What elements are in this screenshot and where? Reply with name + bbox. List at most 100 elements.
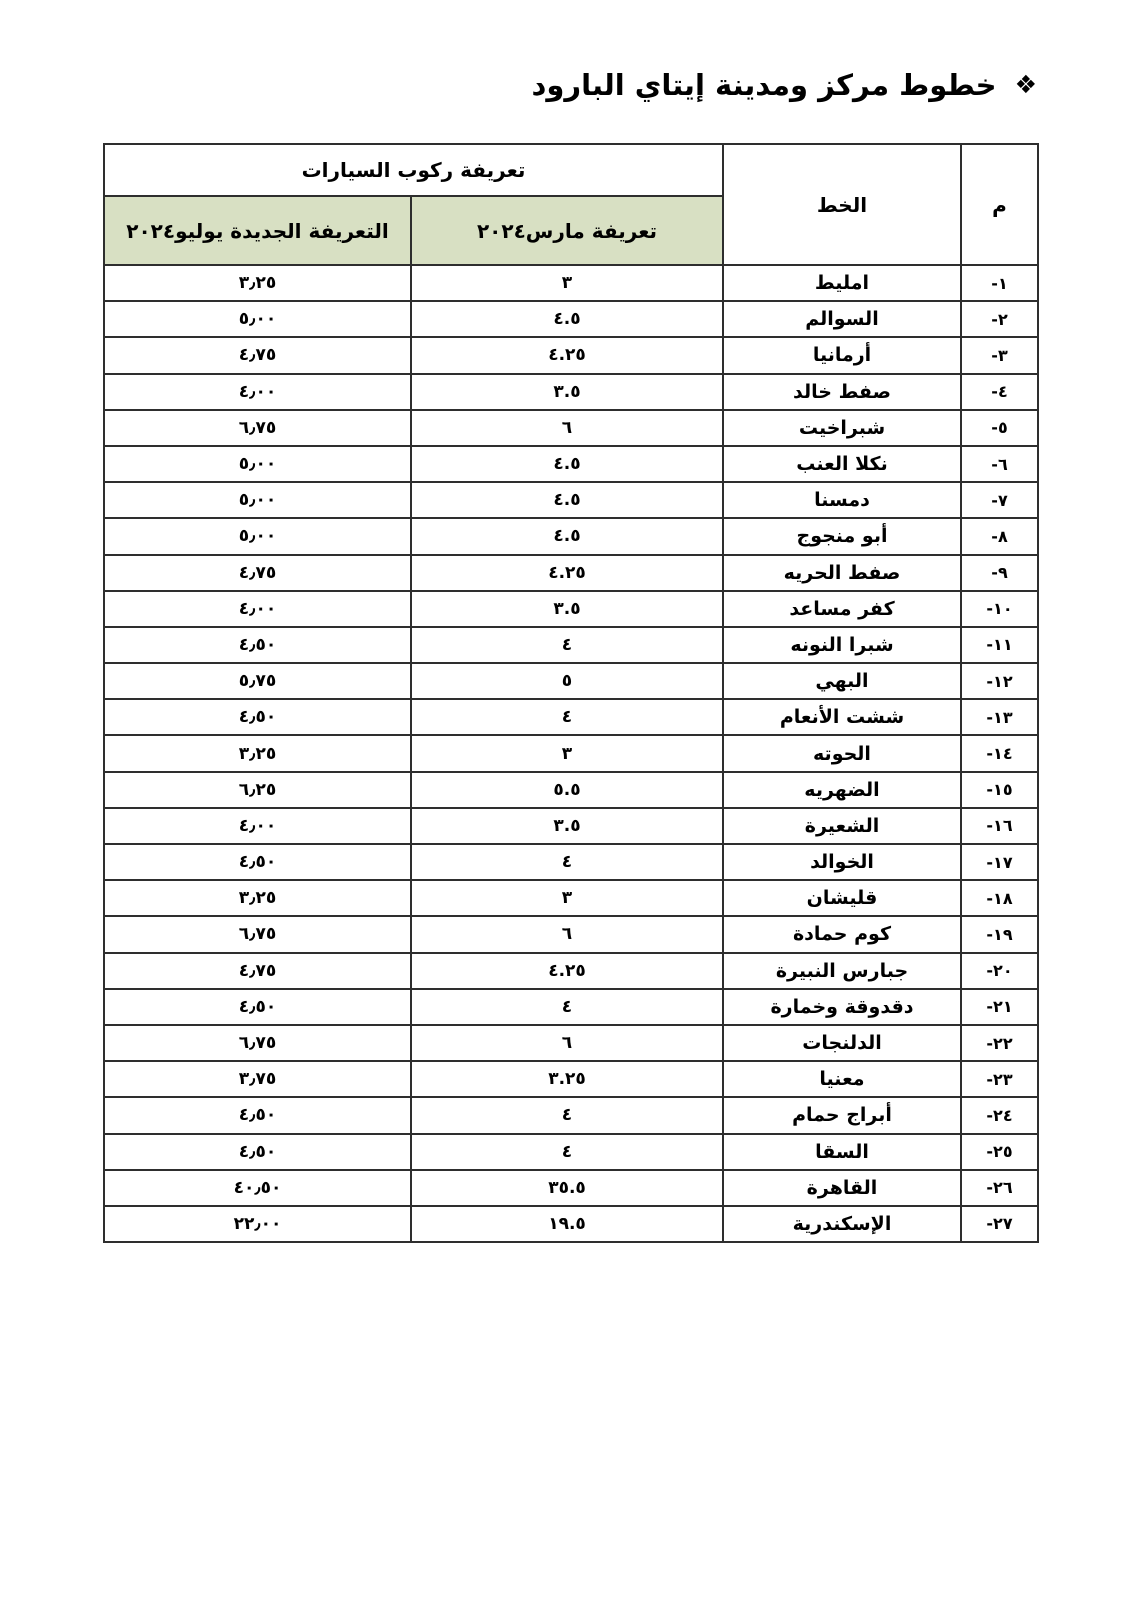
new-fare-cell: ٣٫٢٥ xyxy=(103,263,412,303)
table-row: -١٦ الشعيرة ٣.٥ ٤٫٠٠ xyxy=(103,806,1039,846)
table-row: -١٩ كوم حمادة ٦ ٦٫٧٥ xyxy=(103,915,1039,954)
header-new-fare-column: التعريفة الجديدة يوليو٢٠٢٤ xyxy=(103,195,412,266)
new-fare-cell: ٤٫٠٠ xyxy=(103,372,412,411)
line-name-cell: صفط الحريه xyxy=(722,553,962,592)
march-fare-cell: ٤.٢٥ xyxy=(410,336,724,375)
line-name-cell: جبارس النبيرة xyxy=(722,951,962,990)
new-fare-cell: ٤٫٠٠ xyxy=(103,806,412,846)
row-number-cell: -٢١ xyxy=(960,987,1039,1026)
march-fare-cell: ٦ xyxy=(410,915,724,954)
line-name-cell: دمسنا xyxy=(722,481,962,520)
new-fare-cell: ٤٫٥٠ xyxy=(103,987,412,1026)
diamond-bullet-icon: ❖ xyxy=(1014,70,1037,99)
line-name-cell: السقا xyxy=(722,1132,962,1171)
row-number-cell: -١ xyxy=(960,263,1039,303)
march-fare-cell: ٤ xyxy=(410,1096,724,1135)
row-number-cell: -٧ xyxy=(960,481,1039,520)
row-number-cell: -٩ xyxy=(960,553,1039,592)
table-row: -٢ السوالم ٤.٥ ٥٫٠٠ xyxy=(103,300,1039,339)
line-name-cell: دقدوقة وخمارة xyxy=(722,987,962,1026)
new-fare-cell: ٥٫٠٠ xyxy=(103,444,412,484)
row-number-cell: -٢٧ xyxy=(960,1204,1039,1244)
new-fare-cell: ٤٫٠٠ xyxy=(103,589,412,628)
row-number-cell: -١٣ xyxy=(960,698,1039,737)
line-name-cell: نكلا العنب xyxy=(722,444,962,484)
new-fare-cell: ٥٫٠٠ xyxy=(103,517,412,556)
new-fare-cell: ٣٫٧٥ xyxy=(103,1060,412,1099)
row-number-cell: -١٦ xyxy=(960,806,1039,846)
march-fare-cell: ٤.٢٥ xyxy=(410,553,724,592)
march-fare-cell: ١٩.٥ xyxy=(410,1204,724,1244)
line-name-cell: الضهريه xyxy=(722,770,962,809)
line-name-cell: كفر مساعد xyxy=(722,589,962,628)
new-fare-cell: ٦٫٧٥ xyxy=(103,915,412,954)
march-fare-cell: ٤.٥ xyxy=(410,300,724,339)
table-row: -٣ أرمانيا ٤.٢٥ ٤٫٧٥ xyxy=(103,336,1039,375)
line-name-cell: شبراخيت xyxy=(722,408,962,447)
new-fare-cell: ٥٫٠٠ xyxy=(103,481,412,520)
row-number-cell: -١٢ xyxy=(960,662,1039,701)
new-fare-cell: ٢٢٫٠٠ xyxy=(103,1204,412,1244)
new-fare-cell: ٤٫٥٠ xyxy=(103,625,412,665)
new-fare-cell: ٤٠٫٥٠ xyxy=(103,1168,412,1207)
line-name-cell: الدلنجات xyxy=(722,1023,962,1063)
march-fare-cell: ٣.٥ xyxy=(410,589,724,628)
row-number-cell: -٥ xyxy=(960,408,1039,447)
march-fare-cell: ٦ xyxy=(410,408,724,447)
page-title-text: خطوط مركز ومدينة إيتاي البارود xyxy=(531,68,997,102)
line-name-cell: قليشان xyxy=(722,879,962,918)
march-fare-cell: ٣ xyxy=(410,734,724,773)
table-row: -٢١ دقدوقة وخمارة ٤ ٤٫٥٠ xyxy=(103,987,1039,1026)
page-title: ❖ خطوط مركز ومدينة إيتاي البارود xyxy=(532,68,1038,102)
new-fare-cell: ٣٫٢٥ xyxy=(103,734,412,773)
row-number-cell: -١٥ xyxy=(960,770,1039,809)
line-name-cell: امليط xyxy=(722,263,962,303)
row-number-cell: -١٤ xyxy=(960,734,1039,773)
march-fare-cell: ٦ xyxy=(410,1023,724,1063)
table-row: -١٧ الخوالد ٤ ٤٫٥٠ xyxy=(103,842,1039,882)
march-fare-cell: ٤.٥ xyxy=(410,444,724,484)
row-number-cell: -٢٤ xyxy=(960,1096,1039,1135)
new-fare-cell: ٦٫٧٥ xyxy=(103,1023,412,1063)
line-name-cell: أرمانيا xyxy=(722,336,962,375)
row-number-cell: -٢٦ xyxy=(960,1168,1039,1207)
row-number-cell: -٤ xyxy=(960,372,1039,411)
march-fare-cell: ٤ xyxy=(410,842,724,882)
new-fare-cell: ٦٫٢٥ xyxy=(103,770,412,809)
header-line-column: الخط xyxy=(722,143,962,266)
table-row: -٢٥ السقا ٤ ٤٫٥٠ xyxy=(103,1132,1039,1171)
row-number-cell: -٢ xyxy=(960,300,1039,339)
table-row: -١٣ ششت الأنعام ٤ ٤٫٥٠ xyxy=(103,698,1039,737)
table-row: -٢٣ معنيا ٣.٢٥ ٣٫٧٥ xyxy=(103,1060,1039,1099)
table-row: -٧ دمسنا ٤.٥ ٥٫٠٠ xyxy=(103,481,1039,520)
row-number-cell: -١٨ xyxy=(960,879,1039,918)
table-header-row-sub: تعريفة مارس٢٠٢٤ التعريفة الجديدة يوليو٢٠… xyxy=(103,195,1038,266)
line-name-cell: معنيا xyxy=(722,1060,962,1099)
march-fare-cell: ٥.٥ xyxy=(410,770,724,809)
table-row: -٢٦ القاهرة ٣٥.٥ ٤٠٫٥٠ xyxy=(103,1168,1039,1207)
table-row: -٢٠ جبارس النبيرة ٤.٢٥ ٤٫٧٥ xyxy=(103,951,1039,990)
line-name-cell: السوالم xyxy=(722,300,962,339)
march-fare-cell: ٥ xyxy=(410,662,724,701)
line-name-cell: الإسكندرية xyxy=(722,1204,962,1244)
table-row: -١ امليط ٣ ٣٫٢٥ xyxy=(103,263,1039,303)
row-number-cell: -٣ xyxy=(960,336,1039,375)
new-fare-cell: ٥٫٠٠ xyxy=(103,300,412,339)
line-name-cell: البهي xyxy=(722,662,962,701)
table-row: -٨ أبو منجوج ٤.٥ ٥٫٠٠ xyxy=(103,517,1039,556)
table-row: -١٠ كفر مساعد ٣.٥ ٤٫٠٠ xyxy=(103,589,1039,628)
new-fare-cell: ٤٫٧٥ xyxy=(103,336,412,375)
march-fare-cell: ٣ xyxy=(410,879,724,918)
table-row: -٤ صفط خالد ٣.٥ ٤٫٠٠ xyxy=(103,372,1039,411)
march-fare-cell: ٤ xyxy=(410,1132,724,1171)
table-row: -١٨ قليشان ٣ ٣٫٢٥ xyxy=(103,879,1039,918)
line-name-cell: شبرا النونه xyxy=(722,625,962,665)
march-fare-cell: ٣٥.٥ xyxy=(410,1168,724,1207)
header-number-column: م xyxy=(960,143,1039,266)
march-fare-cell: ٣.٥ xyxy=(410,806,724,846)
march-fare-cell: ٣.٥ xyxy=(410,372,724,411)
march-fare-cell: ٤.٢٥ xyxy=(410,951,724,990)
table-row: -٦ نكلا العنب ٤.٥ ٥٫٠٠ xyxy=(103,444,1039,484)
table-row: -١٥ الضهريه ٥.٥ ٦٫٢٥ xyxy=(103,770,1039,809)
new-fare-cell: ٤٫٥٠ xyxy=(103,842,412,882)
